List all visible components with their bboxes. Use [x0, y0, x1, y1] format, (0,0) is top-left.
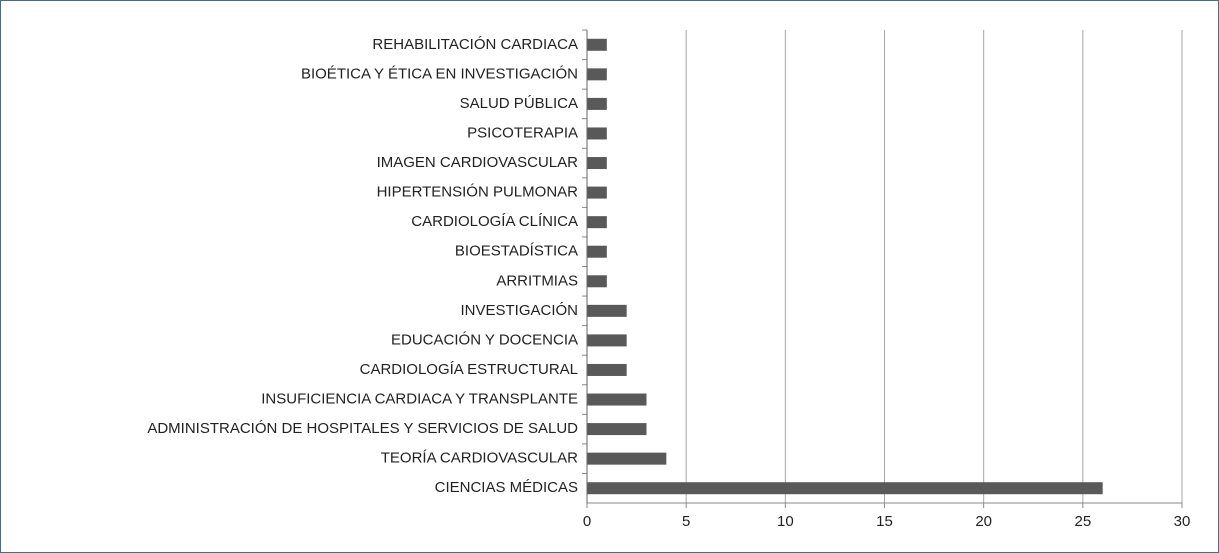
bar — [587, 186, 607, 199]
bar — [587, 245, 607, 258]
bar — [587, 127, 607, 140]
bar — [587, 393, 647, 406]
x-tick-label: 5 — [682, 513, 690, 530]
x-tick-label: 30 — [1174, 513, 1191, 530]
y-tick-label: EDUCACIÓN Y DOCENCIA — [391, 331, 578, 348]
y-tick-label: IMAGEN CARDIOVASCULAR — [377, 154, 579, 171]
y-tick-label: INVESTIGACIÓN — [460, 302, 578, 319]
bar — [587, 97, 607, 110]
x-tick-label: 25 — [1074, 513, 1091, 530]
bar — [587, 482, 1103, 495]
y-tick-label: CARDIOLOGÍA ESTRUCTURAL — [360, 361, 578, 378]
bar — [587, 38, 607, 51]
y-tick-label: INSUFICIENCIA CARDIACA Y TRANSPLANTE — [261, 391, 578, 408]
y-tick-label: CARDIOLOGÍA CLÍNICA — [411, 213, 578, 230]
y-tick-label: SALUD PÚBLICA — [460, 95, 578, 112]
bar — [587, 275, 607, 288]
bar — [587, 68, 607, 81]
bar — [587, 304, 627, 317]
y-tick-label: BIOÉTICA Y ÉTICA EN INVESTIGACIÓN — [301, 65, 578, 82]
x-tick-label: 0 — [583, 513, 591, 530]
bar — [587, 363, 627, 376]
y-tick-label: HIPERTENSIÓN PULMONAR — [377, 184, 579, 201]
x-tick-label: 20 — [975, 513, 992, 530]
y-tick-label: ADMINISTRACIÓN DE HOSPITALES Y SERVICIOS… — [147, 420, 578, 437]
y-tick-label: CIENCIAS MÉDICAS — [435, 479, 578, 496]
bar — [587, 216, 607, 229]
bar — [587, 334, 627, 347]
x-tick-label: 15 — [876, 513, 893, 530]
y-tick-label: TEORÍA CARDIOVASCULAR — [381, 450, 578, 467]
y-tick-label: BIOESTADÍSTICA — [455, 243, 578, 260]
y-tick-label: PSICOTERAPIA — [467, 124, 578, 141]
x-tick-label: 10 — [777, 513, 794, 530]
y-tick-label: REHABILITACIÓN CARDIACA — [372, 36, 578, 53]
bar — [587, 157, 607, 170]
bar — [587, 423, 647, 436]
y-tick-label: ARRITMIAS — [496, 272, 578, 289]
bar — [587, 452, 667, 465]
